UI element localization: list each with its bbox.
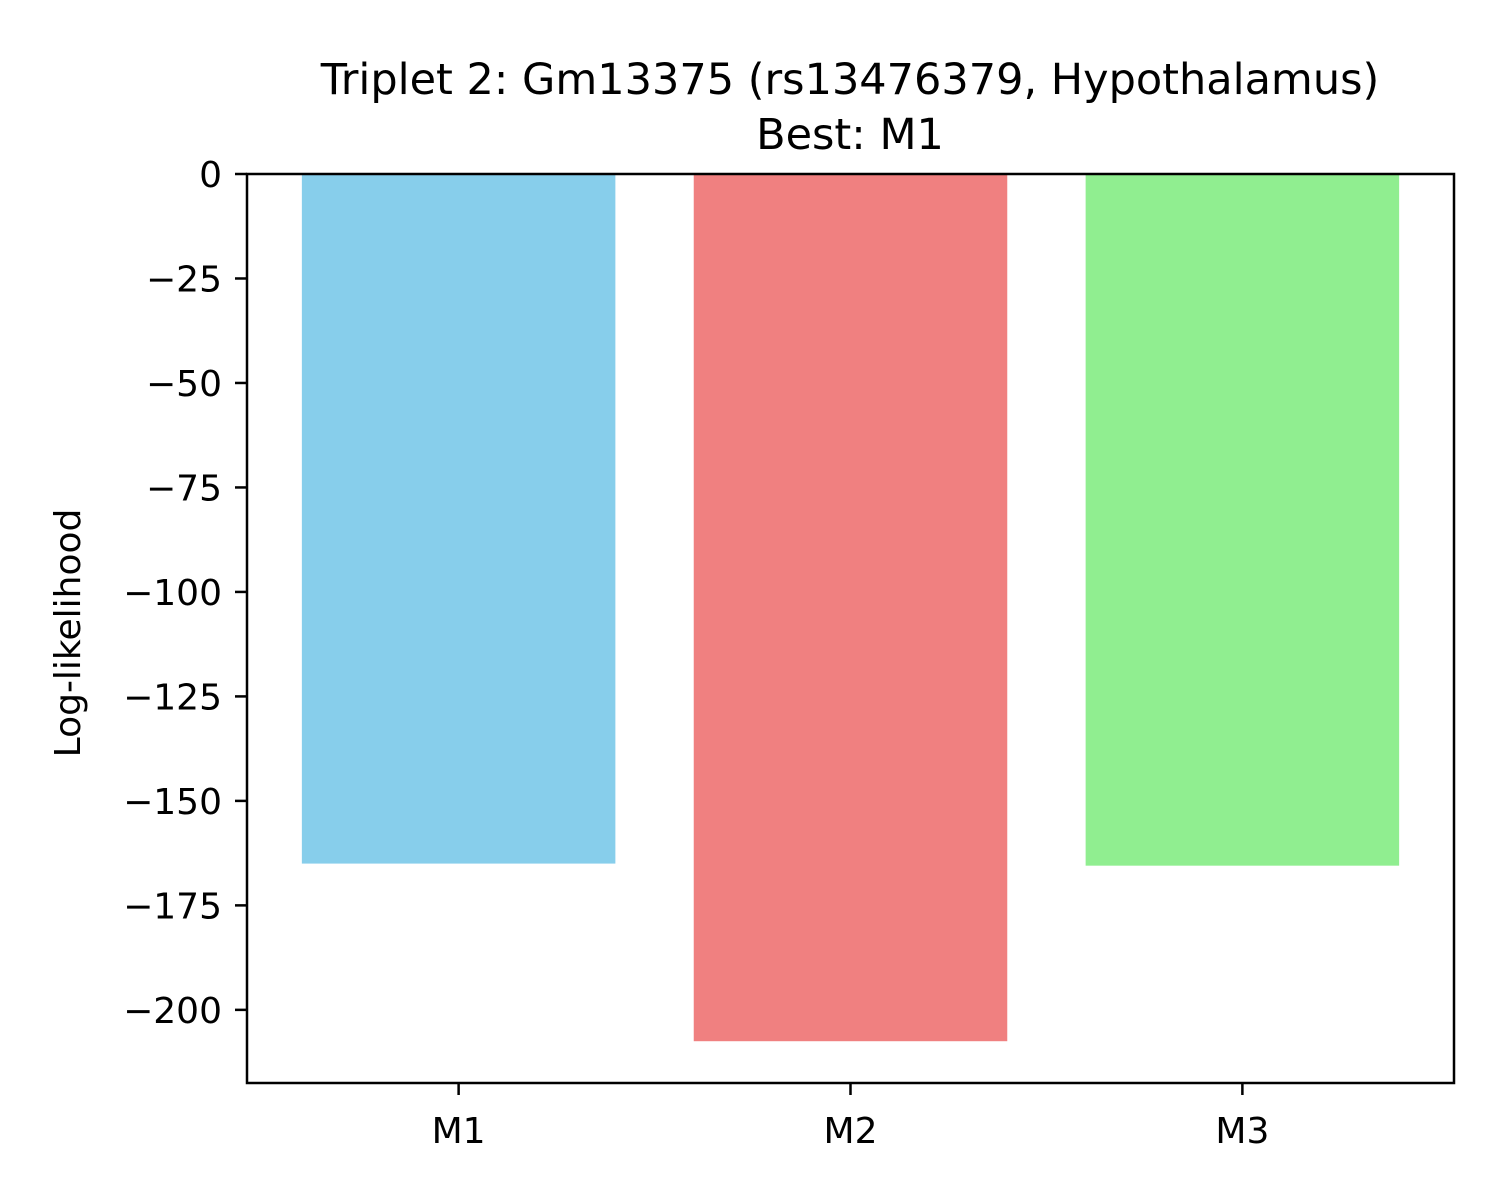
y-axis: 0 −25 −50 −75 −100 −125 −150 −175 −200 [123,155,247,1032]
y-tick-label: −50 [146,364,222,405]
plot-frame [245,172,1456,1085]
y-tick-label: −150 [123,782,222,823]
y-tick-label: −125 [123,677,222,718]
bar-m2 [693,174,1008,1042]
y-tick-label: −200 [123,991,222,1032]
chart-title: Triplet 2: Gm13375 (rs13476379, Hypothal… [320,55,1380,105]
y-axis-label: Log-likelihood [48,509,89,758]
y-tick-label: −175 [123,886,222,927]
y-tick-label: −75 [146,468,222,509]
y-tick-label: 0 [199,155,222,196]
x-tick-label: M3 [1215,1111,1269,1152]
x-axis: M1 M2 M3 [432,1083,1269,1152]
bars-group [301,174,1400,1042]
bar-m1 [301,174,616,864]
bar-m3 [1085,174,1400,866]
x-tick-label: M2 [824,1111,878,1152]
x-tick-label: M1 [432,1111,486,1152]
y-tick-label: −25 [146,259,222,300]
y-tick-label: −100 [123,573,222,614]
chart-subtitle: Best: M1 [756,110,944,160]
